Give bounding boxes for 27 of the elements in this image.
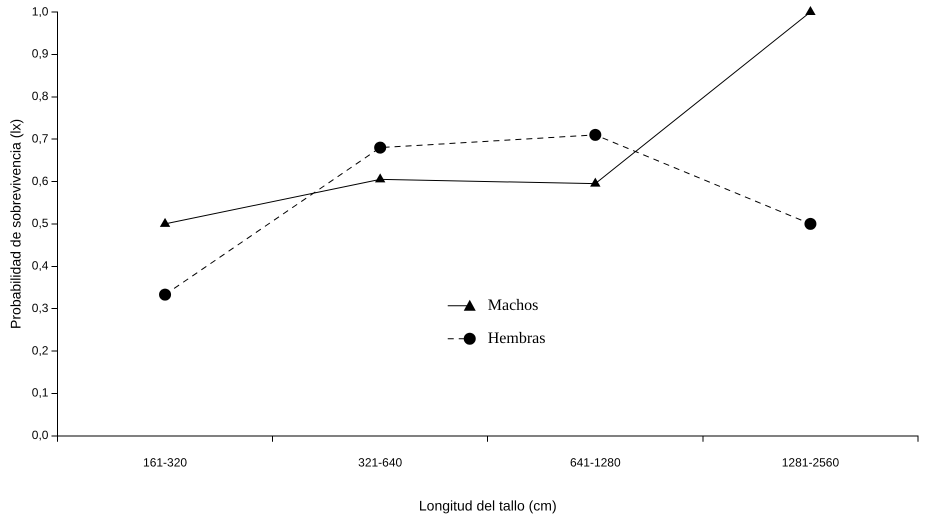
x-tick-label: 1281-2560: [782, 455, 840, 470]
y-axis-title: Probabilidad de sobrevivencia (lx): [7, 118, 24, 329]
y-tick-label: 0,3: [32, 300, 49, 315]
point: [590, 178, 600, 187]
y-tick-label: 0,6: [32, 174, 49, 188]
point: [804, 218, 816, 230]
point: [374, 142, 386, 154]
point: [589, 128, 602, 141]
point: [374, 173, 386, 182]
x-tick-label: 641-1280: [570, 455, 621, 470]
point: [159, 288, 172, 301]
x-axis-title: Longitud del tallo (cm): [418, 497, 557, 514]
legend-label: Hembras: [488, 330, 546, 348]
y-tick-label: 1,0: [32, 4, 49, 18]
y-tick-label: 0,4: [32, 258, 49, 273]
y-tick-label: 0,0: [32, 428, 49, 442]
y-tick-label: 0,7: [32, 131, 49, 146]
legend-label: Machos: [488, 297, 538, 314]
x-tick-label: 321-640: [358, 455, 403, 470]
y-tick-label: 0,9: [32, 46, 49, 61]
y-tick-label: 0,5: [32, 216, 49, 230]
y-tick-label: 0,1: [32, 386, 49, 400]
point: [160, 218, 170, 227]
y-tick-label: 0,2: [32, 343, 49, 358]
x-tick-label: 161-320: [143, 455, 188, 470]
point: [805, 6, 816, 15]
y-tick-label: 0,8: [32, 89, 49, 104]
